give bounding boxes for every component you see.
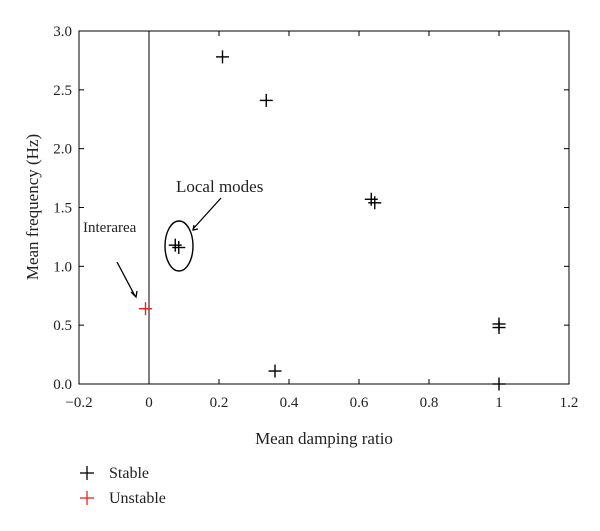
- stable-point: [259, 93, 273, 107]
- stable-point: [364, 192, 378, 206]
- y-tick-label: 1.0: [53, 259, 72, 275]
- stable-point: [268, 364, 282, 378]
- stable-point: [172, 241, 186, 255]
- interarea-label: Interarea: [83, 220, 137, 236]
- legend: Stable Unstable: [80, 465, 166, 507]
- y-tick-label: 0.5: [53, 318, 72, 334]
- x-tick-label: 0: [145, 395, 153, 411]
- legend-item-stable: Stable: [80, 465, 149, 482]
- y-tick-label: 1.5: [53, 201, 72, 217]
- legend-item-unstable: Unstable: [80, 490, 166, 507]
- x-tick-label: 0.8: [420, 395, 439, 411]
- y-tick-label: 3.0: [53, 24, 72, 40]
- stable-point: [168, 238, 182, 252]
- y-tick-label: 2.0: [53, 142, 72, 158]
- x-tick-label: 0.4: [280, 395, 299, 411]
- local-modes-arrow: [192, 197, 222, 230]
- local-modes-arrowhead: [192, 224, 199, 231]
- stable-point: [492, 377, 506, 391]
- x-tick-label: −0.2: [65, 395, 92, 411]
- x-tick-label: 0.2: [210, 395, 229, 411]
- interarea-arrow: [116, 261, 136, 297]
- local-modes-label: Local modes: [176, 177, 263, 196]
- unstable-point: [139, 302, 152, 316]
- y-axis-ticks: 0.0 0.5 1.0 1.5 2.0 2.5 3.0: [53, 24, 569, 393]
- stable-point: [216, 50, 229, 64]
- local-modes-ellipse: [164, 220, 194, 272]
- y-tick-label: 2.5: [53, 83, 72, 99]
- y-axis-title: Mean frequency (Hz): [23, 134, 42, 280]
- x-tick-label: 1: [495, 395, 503, 411]
- stable-point: [368, 196, 382, 210]
- local-modes-annotation: Local modes: [164, 177, 263, 272]
- x-tick-label: 1.2: [560, 395, 579, 411]
- data-points: [139, 50, 506, 391]
- interarea-arrowhead: [130, 290, 138, 299]
- legend-unstable-label: Unstable: [109, 490, 166, 507]
- plot-frame: [78, 30, 570, 385]
- legend-stable-label: Stable: [109, 465, 149, 482]
- x-axis-title: Mean damping ratio: [255, 429, 393, 448]
- x-axis-ticks: −0.2 0 0.2 0.4 0.6 0.8 1 1.2: [65, 31, 578, 411]
- x-tick-label: 0.6: [350, 395, 369, 411]
- y-tick-label: 0.0: [53, 377, 72, 393]
- interarea-annotation: Interarea: [83, 220, 138, 299]
- stable-point: [492, 321, 506, 335]
